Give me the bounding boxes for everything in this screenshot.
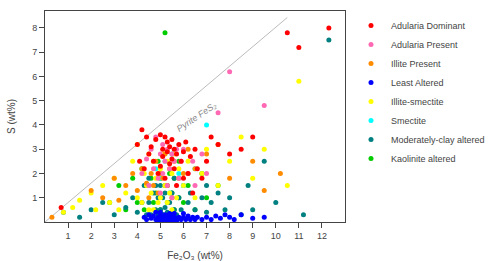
svg-text:7: 7 <box>204 231 209 241</box>
svg-text:8: 8 <box>32 23 37 33</box>
svg-text:7: 7 <box>32 47 37 57</box>
svg-text:5: 5 <box>32 96 37 106</box>
svg-text:Adularia Present: Adularia Present <box>391 40 458 50</box>
svg-text:6: 6 <box>32 72 37 82</box>
svg-text:3: 3 <box>32 144 37 154</box>
svg-text:Fe₂O₃ (wt%): Fe₂O₃ (wt%) <box>167 250 223 261</box>
svg-text:Pyrite FeS₂: Pyrite FeS₂ <box>175 100 219 134</box>
svg-text:Adularia Dominant: Adularia Dominant <box>391 21 466 31</box>
svg-text:Illite-smectite: Illite-smectite <box>391 97 444 107</box>
svg-text:4: 4 <box>32 120 37 130</box>
svg-text:Illite Present: Illite Present <box>391 59 441 69</box>
svg-text:S (wt%): S (wt%) <box>6 99 17 134</box>
svg-text:12: 12 <box>317 231 327 241</box>
svg-text:3: 3 <box>112 231 117 241</box>
svg-text:4: 4 <box>135 231 140 241</box>
svg-text:Kaolinite altered: Kaolinite altered <box>391 154 456 164</box>
svg-text:1: 1 <box>32 193 37 203</box>
svg-text:9: 9 <box>250 231 255 241</box>
svg-text:2: 2 <box>32 169 37 179</box>
svg-text:Smectite: Smectite <box>391 116 426 126</box>
svg-text:1: 1 <box>66 231 71 241</box>
svg-text:11: 11 <box>294 231 303 241</box>
svg-text:5: 5 <box>158 231 163 241</box>
svg-text:Moderately-clay altered: Moderately-clay altered <box>391 135 485 145</box>
svg-text:10: 10 <box>271 231 281 241</box>
svg-text:8: 8 <box>227 231 232 241</box>
svg-text:2: 2 <box>89 231 94 241</box>
svg-text:6: 6 <box>181 231 186 241</box>
svg-text:Least Altered: Least Altered <box>391 78 444 88</box>
